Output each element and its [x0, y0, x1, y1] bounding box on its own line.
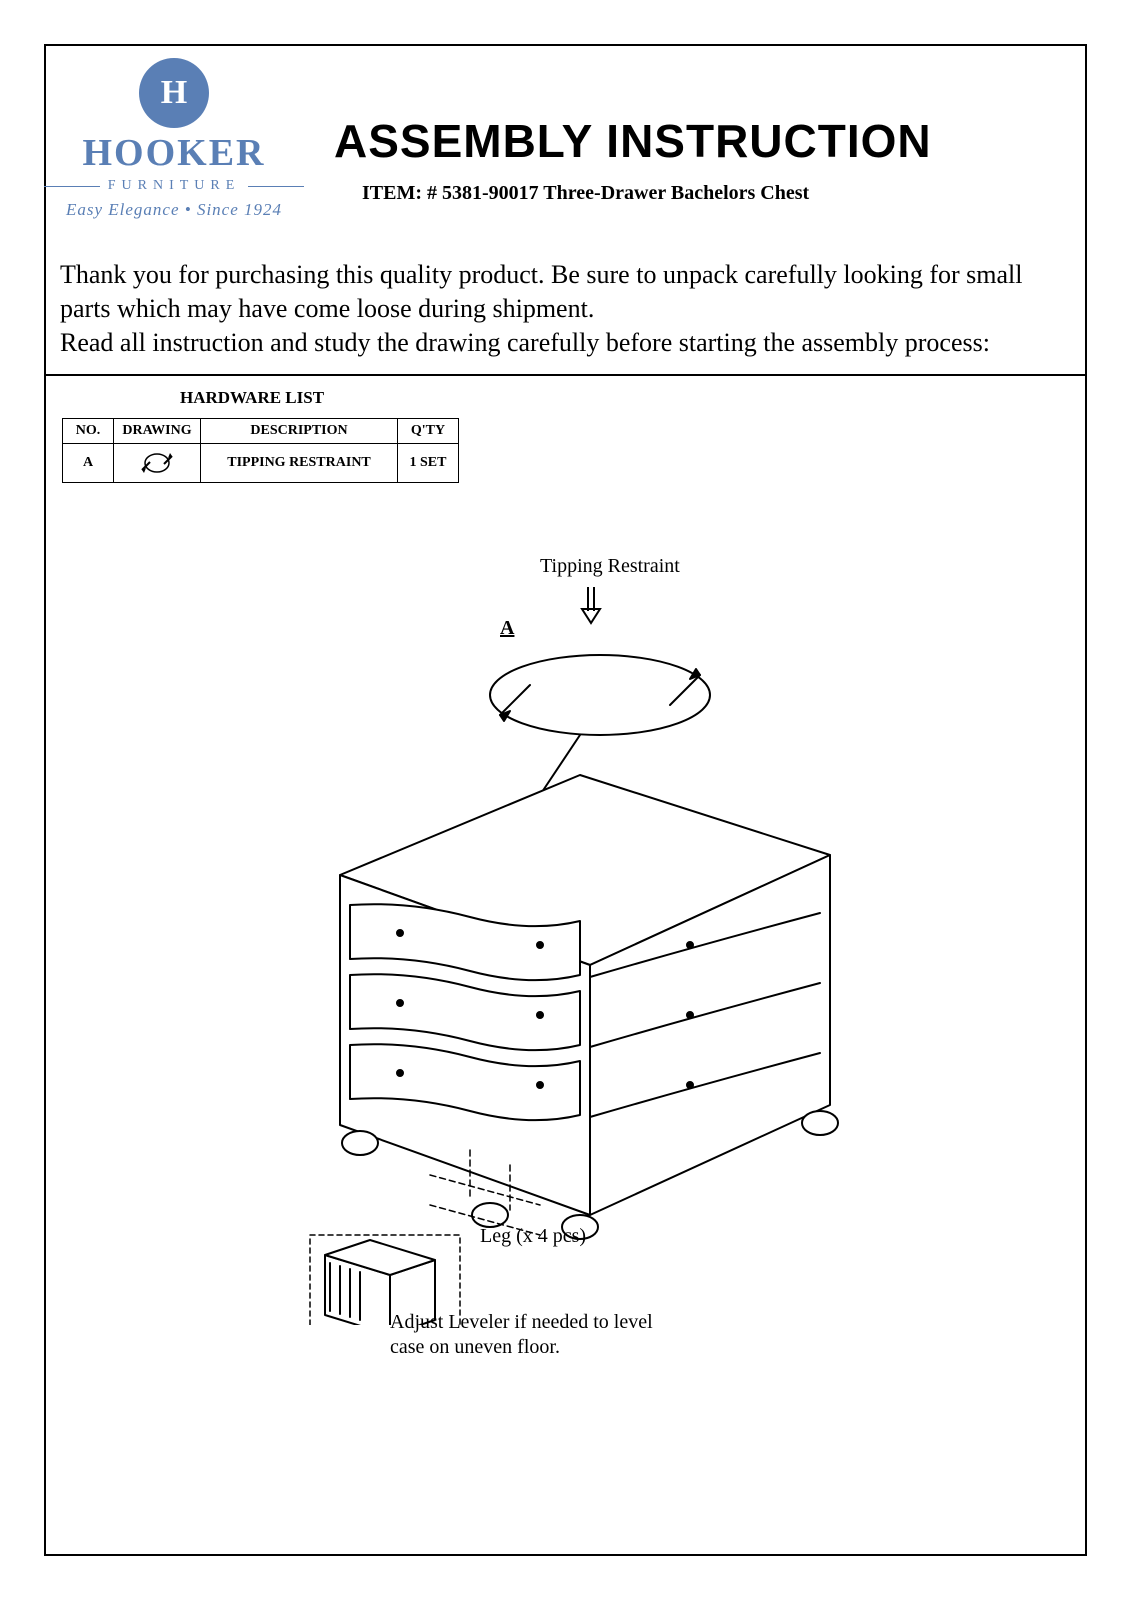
- hw-no: A: [63, 444, 114, 483]
- brand-subline-row: FURNITURE: [44, 178, 304, 194]
- col-drawing: DRAWING: [114, 419, 201, 444]
- col-no: NO.: [63, 419, 114, 444]
- logo-block: H HOOKER FURNITURE Easy Elegance • Since…: [44, 44, 304, 228]
- page: H HOOKER FURNITURE Easy Elegance • Since…: [0, 0, 1131, 1600]
- doc-title: ASSEMBLY INSTRUCTION: [334, 114, 1087, 168]
- hardware-list-title: HARDWARE LIST: [180, 388, 324, 408]
- table-header-row: NO. DRAWING DESCRIPTION Q'TY: [63, 419, 459, 444]
- brand-name: HOOKER: [44, 134, 304, 172]
- brand-tagline: Easy Elegance • Since 1924: [44, 200, 304, 220]
- callout-tipping: Tipping Restraint: [540, 555, 680, 578]
- callout-leg: Leg (x 4 pcs): [480, 1225, 586, 1248]
- tipping-restraint-icon: [132, 448, 182, 478]
- mid-rule: [46, 374, 1085, 376]
- intro-text: Thank you for purchasing this quality pr…: [60, 258, 1071, 359]
- callout-part-a: A: [500, 617, 514, 640]
- col-description: DESCRIPTION: [201, 419, 398, 444]
- brand-subline: FURNITURE: [108, 178, 241, 194]
- col-qty: Q'TY: [398, 419, 459, 444]
- hw-description: TIPPING RESTRAINT: [201, 444, 398, 483]
- hardware-table: NO. DRAWING DESCRIPTION Q'TY A: [62, 418, 459, 483]
- diagram-area: Tipping Restraint A: [300, 555, 940, 1385]
- chest-drawing: [270, 645, 930, 1325]
- title-block: ASSEMBLY INSTRUCTION ITEM: # 5381-90017 …: [304, 44, 1087, 228]
- arrow-down-icon: [576, 585, 606, 625]
- callout-leveler: Adjust Leveler if needed to level case o…: [390, 1310, 690, 1360]
- logo-initial: H: [161, 74, 187, 112]
- header: H HOOKER FURNITURE Easy Elegance • Since…: [44, 44, 1087, 228]
- table-row: A TIPPING RESTRAINT 1 SET: [63, 444, 459, 483]
- hw-drawing-cell: [114, 444, 201, 483]
- item-line: ITEM: # 5381-90017 Three-Drawer Bachelor…: [334, 182, 1087, 205]
- hw-qty: 1 SET: [398, 444, 459, 483]
- logo-circle: H: [139, 58, 209, 128]
- rule-left: [44, 186, 100, 187]
- rule-right: [248, 186, 304, 187]
